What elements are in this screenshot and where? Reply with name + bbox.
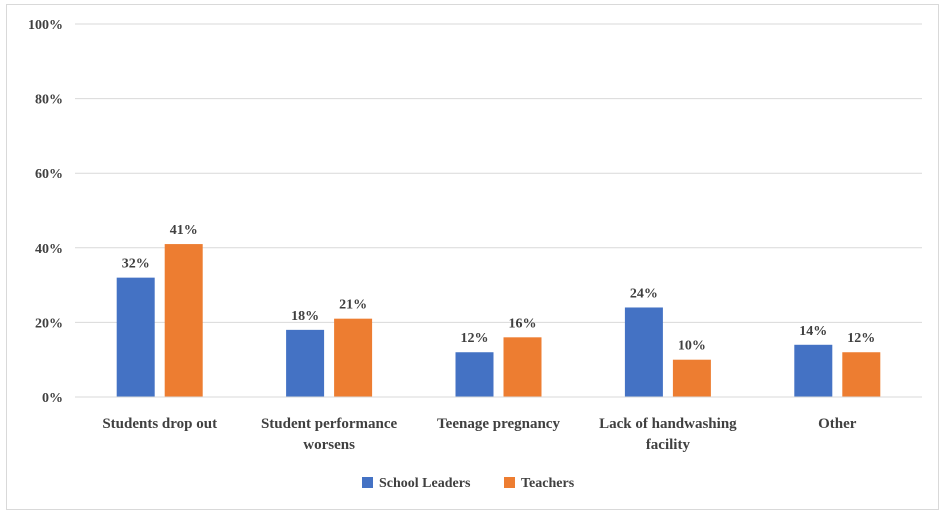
y-tick-label: 0% — [42, 391, 63, 406]
data-label: 12% — [461, 331, 489, 346]
category-label: Students drop out — [102, 416, 217, 432]
data-label: 21% — [339, 298, 367, 313]
chart-frame — [6, 4, 939, 510]
data-label: 32% — [122, 257, 150, 272]
data-label: 10% — [678, 339, 706, 354]
category-label: Other — [818, 416, 857, 432]
bar — [842, 352, 881, 397]
data-label: 14% — [799, 324, 827, 339]
legend-swatch — [504, 477, 515, 488]
data-label: 18% — [291, 309, 319, 324]
data-label: 12% — [847, 331, 875, 346]
category-label: Lack of handwashing — [599, 416, 737, 432]
y-tick-label: 60% — [35, 167, 63, 182]
bar — [334, 318, 373, 397]
bar — [286, 329, 325, 397]
bar — [455, 352, 494, 397]
legend-swatch — [362, 477, 373, 488]
bar — [672, 359, 711, 397]
data-label: 24% — [630, 286, 658, 301]
bar — [164, 244, 203, 397]
bar — [624, 307, 663, 397]
legend-label: School Leaders — [379, 476, 471, 491]
legend-label: Teachers — [521, 476, 575, 491]
y-tick-label: 100% — [28, 18, 63, 33]
bar — [503, 337, 542, 397]
category-label: Teenage pregnancy — [437, 416, 560, 432]
data-label: 16% — [509, 316, 537, 331]
y-tick-label: 40% — [35, 242, 63, 257]
category-label: Student performance — [261, 416, 398, 432]
y-tick-label: 20% — [35, 316, 63, 331]
bar — [116, 277, 155, 397]
y-tick-label: 80% — [35, 93, 63, 108]
category-label: facility — [646, 437, 691, 453]
bar — [794, 344, 833, 397]
category-label: worsens — [303, 437, 355, 453]
data-label: 41% — [170, 223, 198, 238]
